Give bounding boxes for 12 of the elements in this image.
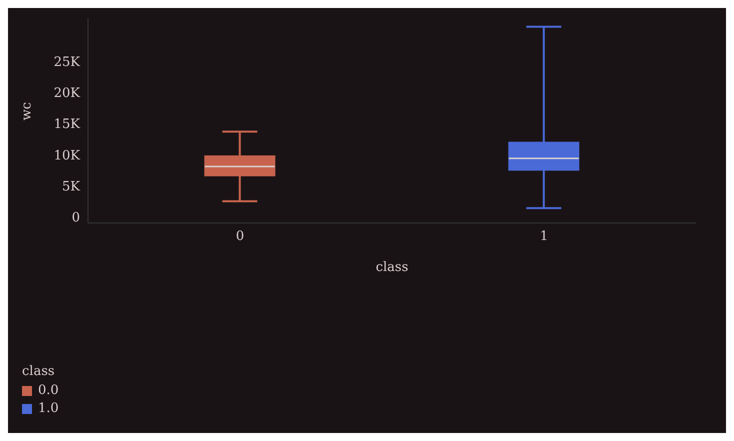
legend-label: 0.0 — [38, 383, 59, 398]
legend-label: 1.0 — [38, 401, 59, 416]
y-axis-title: wc — [20, 102, 35, 120]
legend-title: class — [22, 364, 56, 379]
y-tick-label: 0 — [72, 210, 80, 226]
y-tick-label: 15K — [54, 117, 80, 132]
x-tick-label: 1 — [540, 229, 548, 244]
y-tick-label: 5K — [62, 179, 80, 194]
y-tick-label: 10K — [54, 148, 80, 164]
y-tick-label: 25K — [54, 55, 80, 70]
x-axis-title: class — [376, 260, 408, 275]
y-tick-label: 20K — [54, 86, 80, 102]
